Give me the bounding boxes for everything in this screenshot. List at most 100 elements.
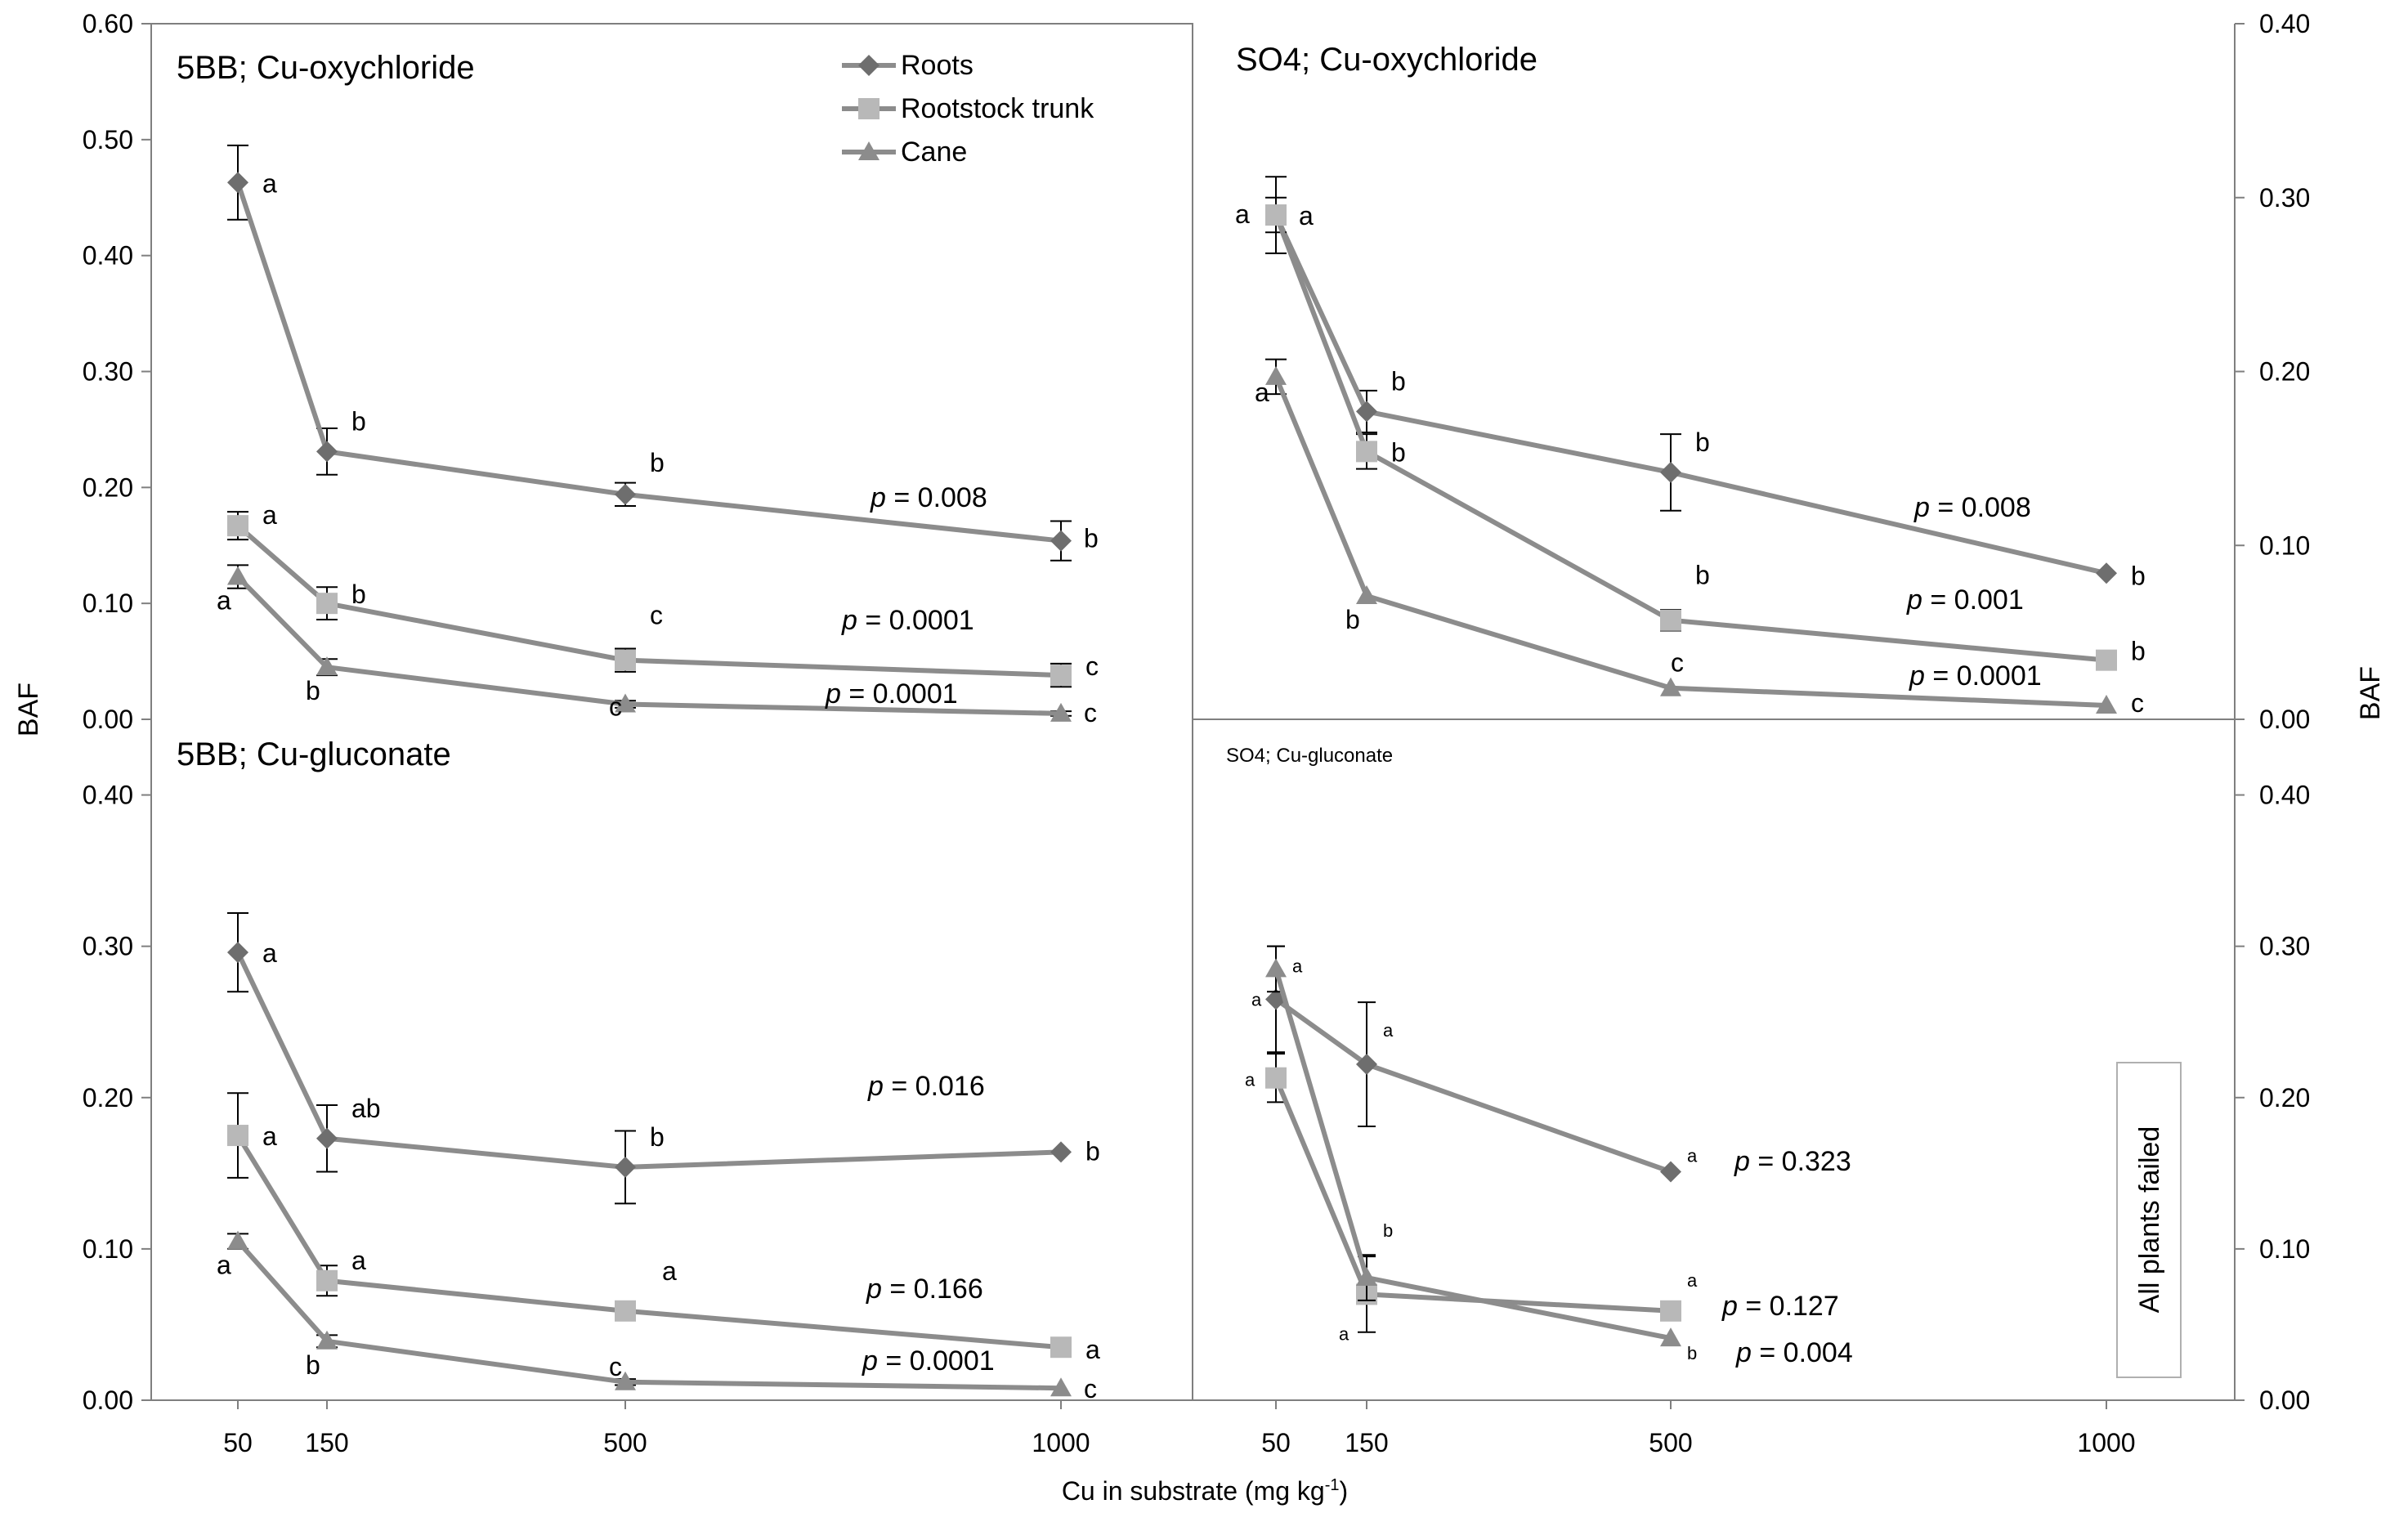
trunk-point xyxy=(2096,649,2117,671)
significance-letter: b xyxy=(1084,524,1099,553)
significance-letter: b xyxy=(1383,1220,1393,1241)
roots-point xyxy=(2096,562,2117,584)
y-tick-label: 0.10 xyxy=(2259,530,2310,560)
roots-point xyxy=(316,1127,338,1149)
y-tick-label: 0.50 xyxy=(83,125,133,154)
cane-point xyxy=(1050,1377,1072,1397)
significance-letter: b xyxy=(351,580,366,609)
cane-point xyxy=(1265,958,1287,978)
failed-note: All plants failed xyxy=(2134,1126,2165,1314)
significance-letter: b xyxy=(650,1122,665,1152)
p-value: p = 0.0001 xyxy=(825,678,958,710)
p-value: p = 0.0001 xyxy=(1909,660,2042,692)
cane-point xyxy=(316,1330,338,1350)
series-line xyxy=(236,523,1062,678)
series-line xyxy=(235,1134,1062,1350)
cane-point xyxy=(1356,584,1377,604)
series-line xyxy=(235,1239,1062,1391)
chart-title: 5BB; Cu-gluconate xyxy=(177,736,451,772)
trunk-point xyxy=(1356,441,1377,463)
significance-letter: c xyxy=(650,601,663,630)
p-value: p = 0.004 xyxy=(1735,1337,1853,1368)
roots-point xyxy=(1356,1054,1377,1076)
roots-point xyxy=(316,441,338,463)
p-value: p = 0.008 xyxy=(1913,492,2031,523)
roots-point xyxy=(1356,401,1377,423)
series-line xyxy=(1273,375,2107,708)
significance-letter: a xyxy=(1383,1020,1394,1041)
series-line xyxy=(1273,213,2107,663)
significance-letter: b xyxy=(2131,637,2146,666)
y-tick-label: 0.40 xyxy=(83,241,133,271)
cane-point xyxy=(1265,365,1287,385)
x-tick-label: 500 xyxy=(1649,1428,1692,1457)
y-tick-label: 0.00 xyxy=(83,1386,133,1415)
x-tick-label: 1000 xyxy=(2077,1428,2135,1457)
y-axis-label-left: BAF xyxy=(13,683,44,736)
series-line xyxy=(1273,1077,1672,1314)
x-axis-label: Cu in substrate (mg kg-1) xyxy=(1062,1476,1348,1506)
roots-point xyxy=(1050,1141,1072,1163)
y-tick-label: 0.10 xyxy=(2259,1234,2310,1264)
roots-point xyxy=(1660,461,1681,483)
chart-panel: 5BB; Cu-gluconate0.000.100.200.300.40aab… xyxy=(83,736,1100,1415)
chart-panel: SO4; Cu-oxychloride 0.00 0.10 0.20 0.30 0.40 a… xyxy=(1235,9,2310,734)
significance-letter: b xyxy=(650,448,665,477)
y-tick-label: 0.20 xyxy=(2259,357,2310,387)
trunk-point xyxy=(858,98,880,119)
significance-letter: a xyxy=(262,938,277,968)
p-value: p = 0.166 xyxy=(866,1274,983,1305)
y-tick-label: 0.30 xyxy=(83,357,133,387)
significance-letter: a xyxy=(262,1121,277,1151)
y-tick-label: 0.00 xyxy=(83,705,133,734)
cane-point xyxy=(1050,702,1072,722)
failed-note-box xyxy=(2116,1062,2182,1378)
chart-title: SO4; Cu-gluconate xyxy=(1226,745,1393,767)
y-tick-label: 0.30 xyxy=(2259,932,2310,961)
y-tick-label: 0.30 xyxy=(83,932,133,961)
cane-point xyxy=(227,1230,248,1250)
trunk-point xyxy=(615,649,636,671)
y-tick-label: 0.30 xyxy=(2259,183,2310,213)
y-tick-label: 0.20 xyxy=(83,472,133,502)
cane-point xyxy=(615,693,636,713)
series-line xyxy=(235,575,1062,716)
significance-letter: c xyxy=(609,1352,622,1381)
significance-letter: a xyxy=(1245,1070,1255,1090)
significance-letter: a xyxy=(1299,201,1314,231)
significance-letter: a xyxy=(351,1246,366,1275)
y-axis-label-right: BAF xyxy=(2355,666,2386,720)
chart-title: 5BB; Cu-oxychloride xyxy=(177,50,475,86)
trunk-point xyxy=(615,1300,636,1322)
y-tick-label: 0.10 xyxy=(83,1234,133,1264)
significance-letter: b xyxy=(1695,561,1710,590)
significance-letter: c xyxy=(1084,698,1097,727)
trunk-point xyxy=(227,1125,248,1147)
significance-letter: ab xyxy=(351,1094,381,1123)
trunk-point xyxy=(1265,204,1287,226)
cane-point xyxy=(2096,694,2117,714)
cane-point xyxy=(316,656,338,676)
trunk-point xyxy=(1265,1067,1287,1089)
y-tick-label: 0.10 xyxy=(83,589,133,618)
significance-letter: b xyxy=(1391,366,1406,396)
x-tick-label: 500 xyxy=(603,1428,647,1457)
significance-letter: a xyxy=(217,586,231,616)
significance-letter: b xyxy=(1687,1343,1697,1363)
significance-letter: a xyxy=(1235,199,1250,229)
cane-point xyxy=(615,1371,636,1390)
x-tick-label: 1000 xyxy=(1032,1428,1090,1457)
p-value: p = 0.001 xyxy=(1906,584,2024,616)
y-tick-label: 0.20 xyxy=(83,1083,133,1112)
significance-letter: a xyxy=(1255,378,1269,407)
significance-letter: a xyxy=(217,1251,231,1280)
significance-letter: a xyxy=(1339,1323,1349,1344)
p-value: p = 0.008 xyxy=(870,482,987,513)
x-tick-label: 150 xyxy=(305,1428,348,1457)
trunk-point xyxy=(316,1269,338,1292)
series-line xyxy=(235,951,1062,1170)
significance-letter: b xyxy=(1391,437,1406,467)
trunk-point xyxy=(316,593,338,615)
roots-point xyxy=(1050,530,1072,552)
